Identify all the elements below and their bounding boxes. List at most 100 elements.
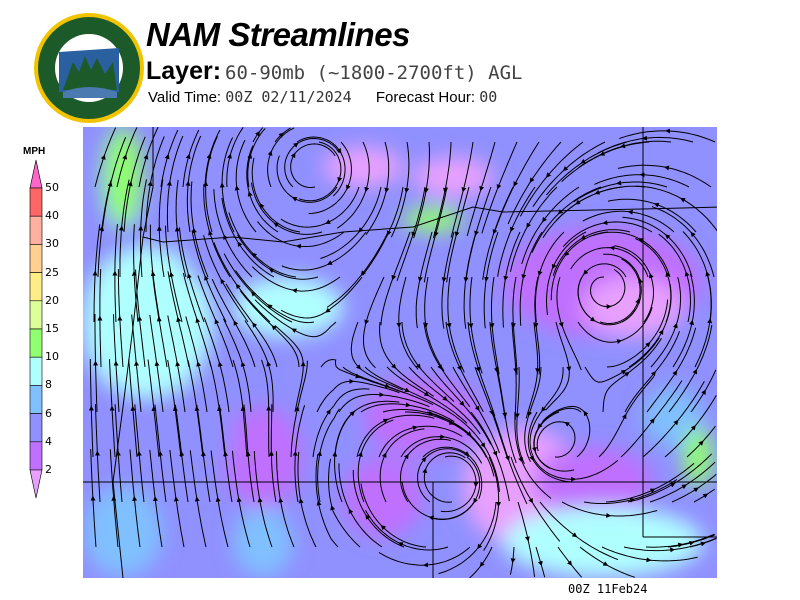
streamline: [114, 224, 118, 273]
streamline: [213, 189, 226, 237]
streamline: [445, 398, 481, 435]
streamline: [239, 290, 274, 328]
streamline: [131, 314, 137, 364]
streamline: [298, 179, 340, 202]
streamline: [592, 231, 641, 240]
streamline: [276, 451, 281, 501]
streamline: [398, 325, 419, 370]
streamline: [129, 449, 135, 499]
streamline: [554, 421, 576, 458]
streamline: [223, 234, 253, 278]
streamline: [502, 278, 506, 328]
streamline: [340, 141, 352, 191]
streamline: [664, 425, 696, 458]
streamline: [477, 408, 500, 454]
streamline: [540, 563, 546, 578]
streamline: [511, 321, 519, 374]
streamline: [281, 263, 330, 271]
streamline: [237, 234, 272, 271]
streamline: [616, 180, 668, 188]
streamline: [532, 169, 566, 207]
streamline: [426, 411, 472, 437]
streamline: [441, 231, 455, 283]
streamline: [360, 402, 411, 413]
valid-time-line: Valid Time: 00Z 02/11/2024 Forecast Hour…: [148, 88, 497, 106]
forecast-hour-label: Forecast Hour:: [375, 89, 476, 106]
streamline: [175, 179, 179, 229]
streamline: [391, 231, 411, 281]
streamline: [438, 546, 480, 575]
streamline: [510, 456, 533, 504]
streamline: [386, 186, 404, 236]
streamline: [249, 128, 266, 156]
streamline: [489, 276, 495, 329]
streamline: [217, 405, 226, 458]
streamline: [298, 498, 317, 548]
streamline: [382, 409, 434, 416]
streamline: [187, 135, 202, 184]
streamline: [169, 135, 184, 184]
streamline: [223, 451, 233, 503]
streamline: [425, 325, 445, 372]
streamline: [557, 546, 573, 566]
streamline: [488, 456, 502, 508]
streamline: [146, 127, 159, 157]
streamline: [245, 450, 255, 503]
streamline: [209, 129, 221, 157]
streamline: [602, 220, 653, 233]
streamline: [673, 453, 713, 485]
streamline: [504, 415, 517, 464]
streamline: [481, 187, 499, 234]
streamline: [270, 127, 295, 154]
streamline: [257, 497, 273, 548]
streamline: [423, 276, 429, 329]
streamline: [668, 368, 698, 413]
coastline: [112, 236, 144, 578]
streamline: [234, 185, 257, 233]
streamline: [526, 186, 558, 229]
streamline: [705, 488, 716, 496]
legend-tick-label: 20: [45, 293, 59, 307]
streamline: [620, 140, 672, 149]
streamline: [448, 411, 486, 448]
streamline: [386, 414, 435, 421]
streamline: [704, 369, 717, 392]
streamline: [251, 266, 295, 291]
streamline: [131, 270, 139, 323]
streamline: [539, 501, 578, 538]
streamline: [400, 434, 446, 458]
streamline: [440, 367, 471, 408]
streamline: [415, 425, 463, 437]
streamline: [204, 275, 227, 323]
streamline: [467, 454, 483, 499]
streamline: [291, 276, 341, 294]
streamline: [671, 487, 699, 503]
streamline: [196, 404, 204, 454]
streamline: [627, 482, 676, 503]
legend-swatch: [29, 215, 43, 245]
streamline: [90, 449, 94, 499]
streamline: [325, 186, 360, 224]
streamline: [158, 179, 164, 229]
streamline: [210, 450, 219, 500]
wind-speed-region: [233, 277, 343, 337]
streamline: [232, 360, 244, 409]
streamline: [293, 143, 336, 157]
streamline: [185, 180, 191, 233]
streamline: [556, 192, 598, 221]
streamline: [580, 229, 631, 240]
streamline: [182, 153, 191, 188]
streamline: [113, 314, 117, 364]
streamline: [88, 405, 94, 458]
streamline: [94, 224, 101, 274]
wind-speed-region: [303, 347, 383, 407]
legend-arrow-bottom: [29, 469, 43, 499]
streamline: [608, 269, 626, 307]
streamline: [606, 341, 651, 368]
streamline: [686, 440, 704, 458]
streamline: [362, 141, 370, 193]
streamline: [295, 231, 345, 249]
streamline: [137, 315, 146, 368]
streamline: [266, 361, 274, 413]
